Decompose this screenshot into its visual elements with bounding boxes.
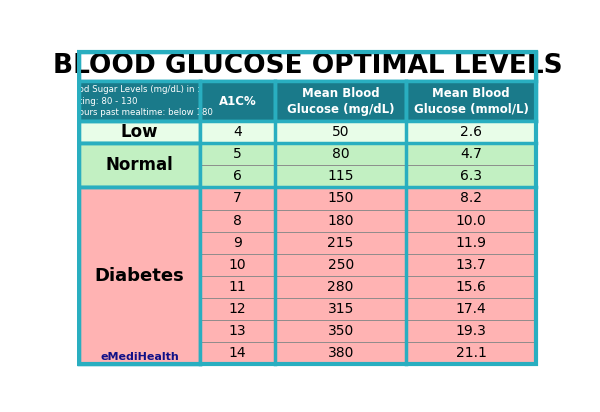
Text: 4: 4: [233, 125, 242, 139]
Text: eMediHealth: eMediHealth: [100, 351, 179, 362]
Bar: [200, 121, 275, 143]
Bar: [200, 210, 275, 232]
Bar: [406, 81, 536, 121]
Text: 12: 12: [229, 302, 247, 316]
Text: 250: 250: [328, 258, 354, 272]
Text: 150: 150: [328, 192, 354, 206]
Text: Blood Sugar Levels (mg/dL) in :
Fasting: 80 - 130
2 hours past mealtime: below 1: Blood Sugar Levels (mg/dL) in : Fasting:…: [65, 85, 214, 117]
Bar: [79, 52, 536, 81]
Bar: [275, 81, 406, 121]
Bar: [406, 298, 536, 320]
Bar: [200, 232, 275, 254]
Text: Diabetes: Diabetes: [95, 267, 184, 285]
Bar: [275, 210, 406, 232]
Bar: [79, 143, 200, 187]
Text: 8: 8: [233, 213, 242, 227]
Bar: [406, 276, 536, 298]
Text: Normal: Normal: [106, 156, 173, 174]
Text: 180: 180: [328, 213, 354, 227]
Text: 19.3: 19.3: [455, 324, 487, 338]
Text: 315: 315: [328, 302, 354, 316]
Bar: [406, 143, 536, 165]
Bar: [79, 187, 200, 364]
Bar: [406, 121, 536, 143]
Text: A1C%: A1C%: [219, 94, 257, 108]
Text: 50: 50: [332, 125, 349, 139]
Text: 10: 10: [229, 258, 247, 272]
Bar: [406, 232, 536, 254]
Text: 14: 14: [229, 346, 247, 360]
Bar: [200, 320, 275, 342]
Text: Low: Low: [121, 123, 158, 141]
Bar: [200, 342, 275, 364]
Text: 21.1: 21.1: [455, 346, 487, 360]
Bar: [275, 143, 406, 165]
Text: 7: 7: [233, 192, 242, 206]
Text: 380: 380: [328, 346, 354, 360]
Text: 4.7: 4.7: [460, 147, 482, 161]
Text: 15.6: 15.6: [455, 280, 487, 294]
Bar: [275, 298, 406, 320]
Text: 11.9: 11.9: [455, 236, 487, 250]
Bar: [275, 165, 406, 187]
Text: 115: 115: [328, 169, 354, 183]
Text: 13.7: 13.7: [455, 258, 487, 272]
Bar: [79, 81, 200, 121]
Text: 17.4: 17.4: [455, 302, 487, 316]
Bar: [275, 254, 406, 276]
Bar: [406, 254, 536, 276]
Text: 11: 11: [229, 280, 247, 294]
Bar: [406, 342, 536, 364]
Bar: [406, 187, 536, 210]
Text: 6.3: 6.3: [460, 169, 482, 183]
Text: 8.2: 8.2: [460, 192, 482, 206]
Bar: [200, 254, 275, 276]
Text: 2.6: 2.6: [460, 125, 482, 139]
Bar: [200, 298, 275, 320]
Bar: [275, 121, 406, 143]
Bar: [200, 81, 275, 121]
Text: Mean Blood
Glucose (mmol/L): Mean Blood Glucose (mmol/L): [413, 87, 529, 115]
Bar: [275, 342, 406, 364]
Bar: [200, 165, 275, 187]
Bar: [79, 121, 200, 143]
Bar: [200, 187, 275, 210]
Bar: [406, 320, 536, 342]
Text: Mean Blood
Glucose (mg/dL): Mean Blood Glucose (mg/dL): [287, 87, 394, 115]
Text: 9: 9: [233, 236, 242, 250]
Bar: [200, 276, 275, 298]
Text: 350: 350: [328, 324, 354, 338]
Text: BLOOD GLUCOSE OPTIMAL LEVELS: BLOOD GLUCOSE OPTIMAL LEVELS: [53, 54, 562, 80]
Text: 5: 5: [233, 147, 242, 161]
Bar: [200, 143, 275, 165]
Text: 13: 13: [229, 324, 247, 338]
Bar: [275, 232, 406, 254]
Text: 80: 80: [332, 147, 349, 161]
Bar: [275, 187, 406, 210]
Text: 215: 215: [328, 236, 354, 250]
Text: 6: 6: [233, 169, 242, 183]
Text: 280: 280: [328, 280, 354, 294]
Bar: [275, 320, 406, 342]
Bar: [406, 165, 536, 187]
Bar: [275, 276, 406, 298]
Text: 10.0: 10.0: [455, 213, 487, 227]
Bar: [406, 210, 536, 232]
